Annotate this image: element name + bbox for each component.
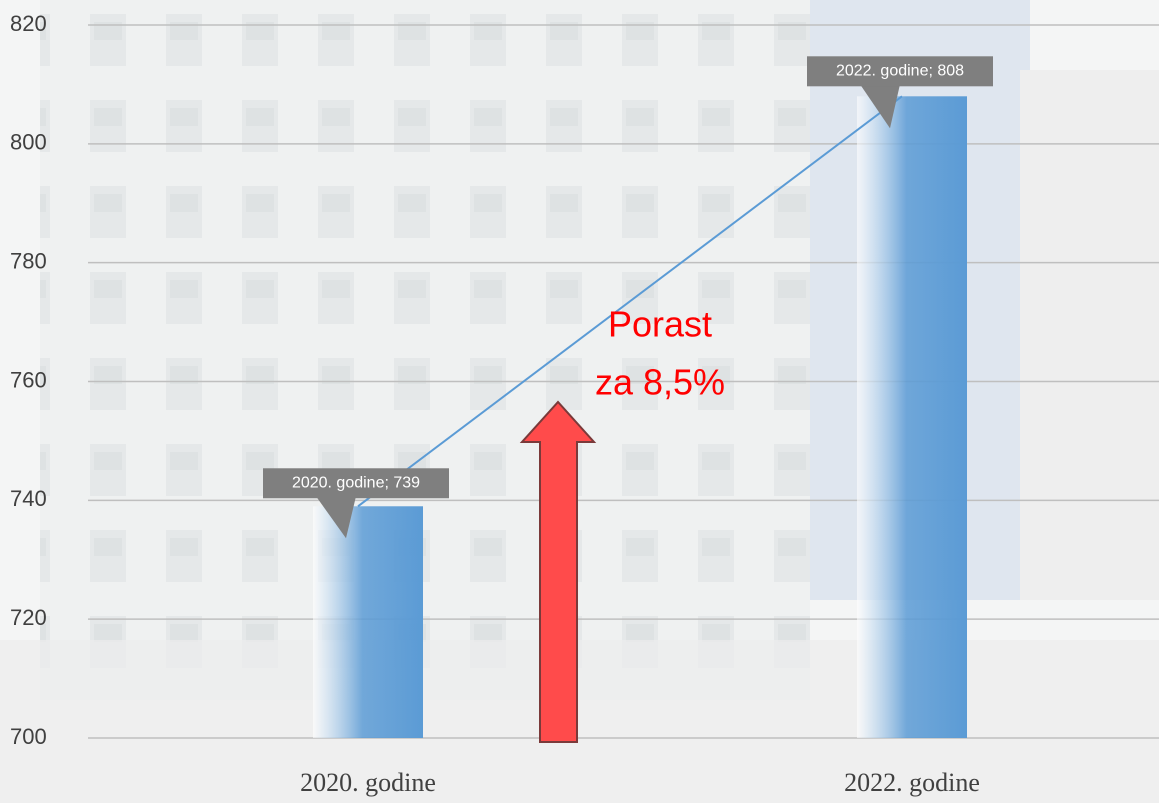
data-label: 2020. godine; 739 <box>292 474 420 491</box>
data-label: 2022. godine; 808 <box>836 63 964 80</box>
x-tick-label: 2020. godine <box>300 768 436 797</box>
y-tick-label: 740 <box>10 486 47 511</box>
y-tick-label: 700 <box>10 724 47 749</box>
bar <box>857 96 967 738</box>
x-tick-label: 2022. godine <box>844 768 980 797</box>
chart: 700 720 740 760 780 800 820 2020. godine 2022. g… <box>0 0 1159 803</box>
y-tick-label: 780 <box>10 248 47 273</box>
building-sign <box>1020 70 1159 600</box>
y-tick-label: 760 <box>10 367 47 392</box>
street <box>0 640 1159 803</box>
bar <box>313 506 423 738</box>
y-tick-label: 820 <box>10 11 47 36</box>
y-tick-label: 720 <box>10 605 47 630</box>
y-tick-label: 800 <box>10 130 47 155</box>
annotation: Porast <box>608 304 712 345</box>
building <box>40 0 810 700</box>
annotation: za 8,5% <box>595 362 725 403</box>
